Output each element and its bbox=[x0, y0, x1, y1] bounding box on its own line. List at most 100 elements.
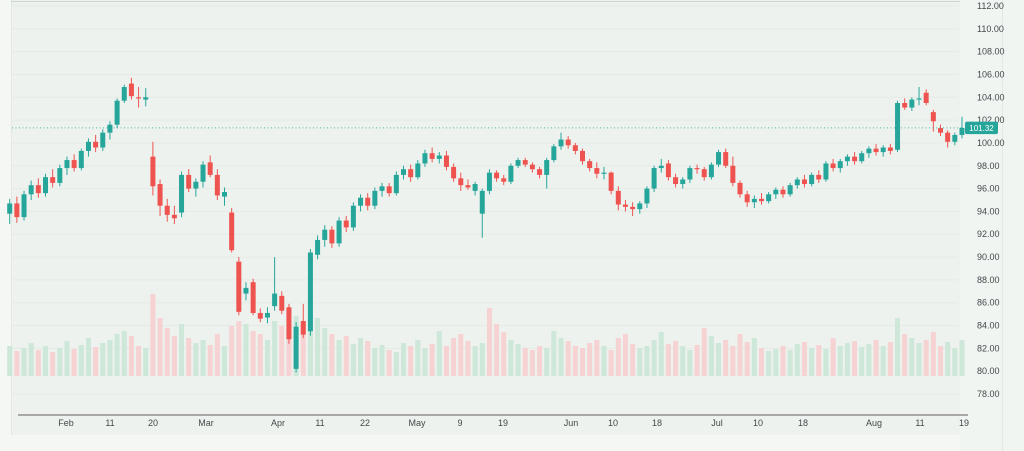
volume-bar bbox=[558, 338, 564, 376]
volume-bar bbox=[895, 318, 901, 376]
volume-bar bbox=[479, 343, 485, 376]
candle bbox=[859, 150, 865, 164]
candle-body bbox=[136, 97, 142, 99]
time-scale[interactable]: Feb 11 20 Mar Apr 11 22 May 9 19 Jun 10 18 Jul 10 18 Aug… bbox=[11, 408, 969, 435]
volume-bar bbox=[522, 348, 528, 376]
candle-body bbox=[938, 128, 943, 133]
volume-bar bbox=[236, 321, 242, 376]
candle bbox=[909, 97, 915, 111]
volume-bar bbox=[766, 351, 772, 376]
x-axis-label: 22 bbox=[360, 418, 370, 428]
candle-body bbox=[952, 134, 958, 142]
candle-body bbox=[859, 153, 865, 162]
candle-body bbox=[909, 99, 915, 108]
candle bbox=[222, 187, 227, 206]
volume-bar bbox=[615, 338, 621, 376]
candle bbox=[257, 308, 263, 323]
y-axis-label: 80.00 bbox=[977, 366, 1000, 376]
candle bbox=[408, 164, 414, 182]
candle-body bbox=[150, 156, 156, 187]
candle bbox=[193, 178, 199, 197]
candle bbox=[665, 160, 671, 181]
candle-body bbox=[57, 168, 63, 183]
candle-body bbox=[50, 177, 56, 183]
volume-bar bbox=[114, 334, 120, 376]
volume-bar bbox=[759, 348, 764, 376]
volume-bar bbox=[179, 324, 185, 376]
candle-body bbox=[7, 203, 13, 214]
y-axis-label: 112.00 bbox=[977, 1, 1004, 11]
volume-bar bbox=[601, 346, 607, 376]
candle bbox=[852, 152, 858, 165]
candle bbox=[128, 77, 134, 100]
candle-body bbox=[472, 184, 478, 191]
candle bbox=[136, 87, 142, 108]
candle bbox=[809, 172, 815, 187]
candle-body bbox=[408, 169, 414, 178]
volume-bar bbox=[465, 341, 471, 376]
volume-bar bbox=[630, 344, 636, 376]
volume-bar bbox=[336, 340, 342, 376]
candle-body bbox=[945, 132, 951, 142]
candle bbox=[759, 193, 764, 205]
candle-body bbox=[852, 156, 858, 162]
candle bbox=[293, 322, 299, 373]
candle bbox=[315, 235, 321, 260]
candle-body bbox=[243, 287, 249, 294]
volume-bar bbox=[157, 318, 163, 376]
candle bbox=[687, 165, 693, 183]
candle bbox=[873, 144, 879, 156]
x-axis-label: Aug bbox=[866, 418, 882, 428]
candle-body bbox=[365, 197, 371, 206]
candle bbox=[887, 144, 893, 155]
candle bbox=[787, 182, 793, 197]
candle bbox=[279, 291, 285, 315]
volume-bar bbox=[644, 346, 650, 376]
volume-bar bbox=[207, 345, 213, 376]
candle bbox=[28, 180, 34, 200]
candle bbox=[443, 150, 449, 171]
volume-bar bbox=[823, 349, 829, 376]
candle bbox=[100, 129, 106, 151]
x-axis-label: Apr bbox=[271, 418, 285, 428]
y-axis-label: 88.00 bbox=[977, 275, 1000, 285]
volume-bar bbox=[315, 318, 321, 376]
volume-bar bbox=[121, 331, 127, 376]
volume-bar bbox=[57, 348, 63, 376]
candle bbox=[751, 195, 757, 208]
candle-body bbox=[315, 239, 321, 255]
candle-body bbox=[436, 155, 442, 159]
current-price-badge: 101.32 bbox=[965, 121, 998, 135]
candle bbox=[250, 278, 256, 316]
price-scale-labels[interactable]: 112.00 110.00 108.00 106.00 104.00 102.00 100.… bbox=[977, 1, 1005, 399]
volume-bar bbox=[229, 326, 235, 376]
candle-body bbox=[35, 185, 41, 194]
price-scale-panel[interactable] bbox=[960, 0, 1024, 451]
volume-bar bbox=[78, 345, 84, 376]
candle-body bbox=[887, 147, 893, 151]
candle bbox=[286, 303, 292, 344]
candle bbox=[945, 130, 951, 148]
volume-bar bbox=[529, 350, 535, 376]
candle bbox=[794, 177, 800, 189]
candle-body bbox=[157, 184, 163, 206]
candle-body bbox=[716, 152, 722, 165]
x-axis-label: May bbox=[408, 418, 426, 428]
candle-body bbox=[558, 139, 564, 147]
candle-body bbox=[608, 172, 614, 191]
candle-body bbox=[28, 185, 34, 195]
volume-bar bbox=[673, 341, 679, 376]
candle-body bbox=[279, 295, 285, 311]
x-axis-label: 11 bbox=[315, 418, 324, 428]
candle-body bbox=[486, 172, 492, 191]
candle bbox=[415, 160, 421, 180]
candle-body bbox=[229, 212, 235, 251]
candle-body bbox=[179, 174, 185, 213]
volume-bar bbox=[873, 340, 879, 376]
candle bbox=[64, 156, 70, 175]
candle bbox=[150, 141, 156, 196]
x-axis-label: 10 bbox=[753, 418, 763, 428]
volume-bar bbox=[393, 352, 399, 376]
candle bbox=[78, 148, 84, 171]
